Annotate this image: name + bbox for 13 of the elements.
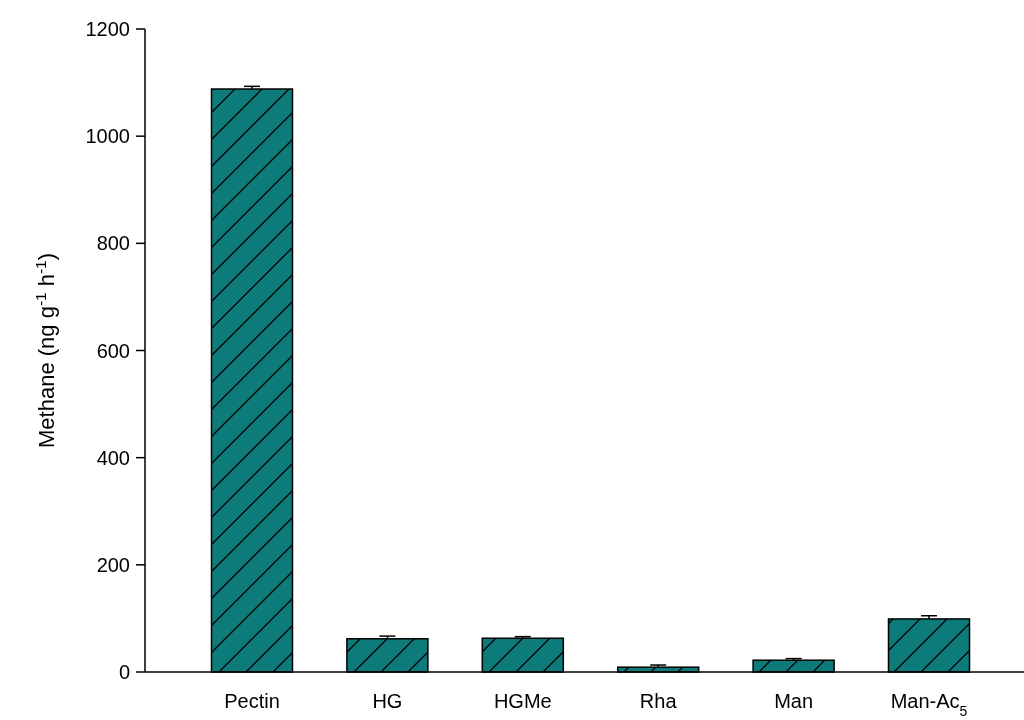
x-tick-label: Man <box>774 690 814 712</box>
x-tick-label: HGMe <box>493 690 552 712</box>
x-tick-label: Rha <box>639 690 678 712</box>
x-tick-label: Man-Ac$_{5}$ <box>890 690 968 719</box>
y-tick-label: 0 <box>118 661 130 683</box>
x-tick-label: HG <box>372 690 403 712</box>
y-tick-label: 400 <box>96 446 130 469</box>
y-tick-label: 1000 <box>85 125 130 148</box>
x-tick-label: Pectin <box>224 690 280 712</box>
y-tick-label: 200 <box>96 553 130 576</box>
y-tick-label: 1200 <box>85 18 130 40</box>
y-tick-label: 800 <box>96 232 130 255</box>
y-tick-label: 600 <box>96 339 130 362</box>
